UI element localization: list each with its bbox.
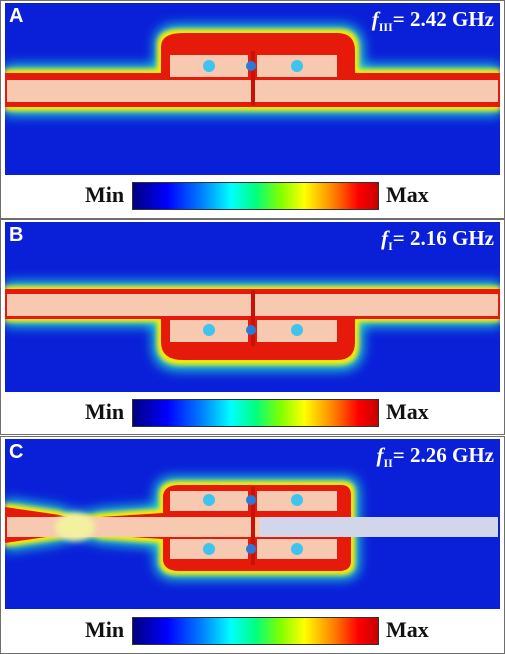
freq-value-c: = 2.26 GHz [392,443,494,467]
via-c2 [246,495,256,505]
field-plot-b [5,222,500,392]
panel-c: C fII= 2.26 GHz Min Max [0,436,505,654]
via-b3 [291,324,303,336]
panel-b: B fI= 2.16 GHz Min Max [0,219,505,435]
colorbar-min-label-a: Min [85,182,125,207]
colorbar-max-label-a: Max [386,182,429,207]
colorbar-b: Min Max [1,395,504,431]
freq-symbol: f [381,226,389,250]
frequency-label-c: fII= 2.26 GHz [376,443,494,471]
center-gap-c [251,487,255,565]
field-map-c [5,439,500,609]
via-c6 [291,543,303,555]
microstrip-right-c [260,517,498,537]
panel-a: A fIII= 2.42 GHz Min Max [0,0,505,219]
panel-letter-c: C [9,441,24,463]
field-plot-a [5,3,500,175]
colorbar-gradient-a [132,182,379,210]
via-c4 [203,543,215,555]
colorbar-gradient-c [132,617,379,645]
colorbar-gradient-b [132,399,379,427]
colorbar-max-label-b: Max [386,399,429,424]
via-b2 [246,325,256,335]
hotspot-c [55,513,95,541]
field-map-a [5,3,500,175]
frequency-label-b: fI= 2.16 GHz [381,226,494,254]
panel-letter-a: A [9,5,24,27]
via-c3 [291,494,303,506]
via-a3 [291,60,303,72]
colorbar-min-label-c: Min [85,617,125,642]
panel-letter-b: B [9,224,24,246]
via-c5 [246,544,256,554]
via-c1 [203,494,215,506]
freq-subscript-b: I [388,239,393,254]
colorbar-c: Min Max [1,613,504,649]
field-map-b [5,222,500,392]
colorbar-max-label-c: Max [386,617,429,642]
center-gap-a [251,51,255,105]
freq-value-a: = 2.42 GHz [392,7,494,31]
via-a2 [246,61,256,71]
frequency-label-a: fIII= 2.42 GHz [372,7,494,35]
freq-symbol: f [376,443,384,467]
microstrip-left-c [7,517,260,537]
center-gap-b [251,290,255,346]
via-a1 [203,60,215,72]
freq-subscript-a: III [378,20,393,35]
via-b1 [203,324,215,336]
freq-value-b: = 2.16 GHz [392,226,494,250]
colorbar-min-label-b: Min [85,399,125,424]
freq-subscript-c: II [383,456,393,471]
colorbar-a: Min Max [1,178,504,214]
freq-symbol: f [371,7,379,31]
field-plot-c [5,439,500,609]
